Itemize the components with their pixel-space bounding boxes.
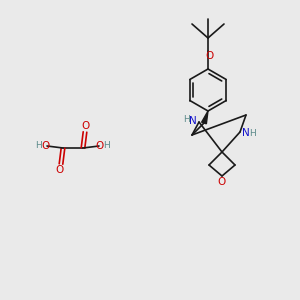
Text: H: H bbox=[183, 115, 189, 124]
Text: O: O bbox=[205, 51, 213, 61]
Polygon shape bbox=[202, 111, 208, 124]
Text: H: H bbox=[250, 128, 256, 137]
Text: O: O bbox=[96, 141, 104, 151]
Text: N: N bbox=[242, 128, 250, 138]
Text: O: O bbox=[42, 141, 50, 151]
Text: O: O bbox=[56, 165, 64, 175]
Text: O: O bbox=[82, 121, 90, 131]
Text: H: H bbox=[103, 142, 110, 151]
Text: O: O bbox=[218, 177, 226, 187]
Text: H: H bbox=[36, 142, 42, 151]
Text: N: N bbox=[189, 116, 197, 126]
